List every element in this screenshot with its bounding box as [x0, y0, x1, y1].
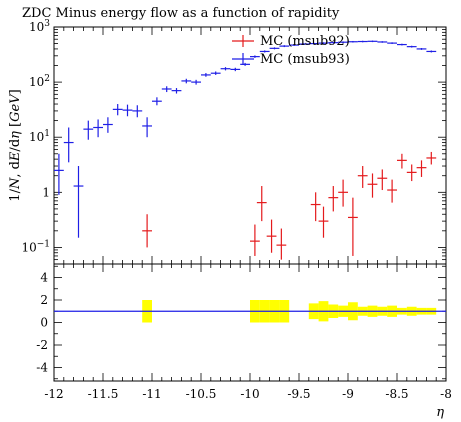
data-point [416, 160, 427, 177]
data-point [279, 45, 290, 48]
data-point [406, 45, 417, 48]
data-point [112, 104, 123, 116]
data-point [318, 42, 329, 44]
legend-label: MC (msub92) [260, 34, 350, 49]
data-point [63, 127, 74, 163]
data-point [93, 119, 103, 138]
data-point [171, 88, 182, 94]
x-tick-label: -8.5 [385, 387, 408, 401]
ratio-y-tick-label: -2 [36, 338, 48, 352]
data-point [142, 214, 152, 248]
data-point [161, 86, 172, 93]
legend-label: MC (msub93) [260, 52, 350, 67]
data-point [250, 55, 260, 58]
x-tick-label: -12 [44, 387, 63, 401]
data-point [416, 47, 427, 50]
x-tick-label: -9.5 [287, 387, 310, 401]
x-tick-label: -11 [142, 387, 161, 401]
data-point [266, 219, 277, 253]
legend: MC (msub92) MC (msub93) [232, 34, 350, 67]
data-point [310, 192, 321, 222]
data-point [377, 41, 388, 43]
data-point [397, 153, 407, 169]
data-point [367, 40, 378, 43]
data-point [338, 179, 348, 207]
ratio-y-tick-label: -4 [36, 361, 48, 375]
data-point [397, 43, 407, 46]
data-point [181, 78, 192, 84]
x-tick-label: -10.5 [186, 387, 217, 401]
data-point [256, 186, 267, 222]
data-point [318, 206, 329, 238]
data-point [328, 186, 339, 212]
data-point [357, 40, 368, 43]
x-axis-label: η [436, 405, 444, 420]
data-point [426, 50, 437, 53]
data-point [406, 164, 417, 182]
series-1 [142, 151, 437, 260]
data-point [289, 44, 299, 47]
y-tick-label: 102 [29, 74, 50, 89]
ratio-y-tick-label: 4 [40, 271, 48, 285]
x-tick-label: -8 [440, 387, 452, 401]
legend-entry: MC (msub92) [232, 34, 350, 49]
main-plot-frame [53, 26, 447, 265]
data-point [348, 40, 358, 43]
y-axis-label: 1/N, dE/dη [GeV] [8, 89, 23, 201]
series-2 [54, 40, 437, 238]
data-point [103, 117, 113, 133]
data-point [191, 79, 201, 85]
data-point [132, 105, 143, 118]
data-point [83, 120, 94, 140]
data-point [377, 169, 388, 191]
data-point [54, 153, 64, 195]
x-tick-label: -11.5 [88, 387, 119, 401]
data-point [328, 41, 339, 44]
data-point [142, 117, 152, 138]
data-point [308, 42, 319, 45]
data-point [348, 197, 358, 256]
x-tick-label: -9 [342, 387, 354, 401]
data-point [299, 43, 309, 45]
data-point [230, 67, 241, 72]
data-point [201, 73, 211, 77]
data-point [240, 62, 250, 66]
data-point [122, 104, 133, 117]
data-point [73, 166, 84, 238]
data-point [152, 97, 162, 106]
data-point [387, 179, 397, 203]
data-point [367, 173, 378, 198]
main-panel: 103 102 101 1 10−1 1/N, dE/dη [GeV] [8, 19, 447, 265]
y-tick-label: 103 [29, 19, 50, 34]
ratio-panel: 4 2 0 -2 -4 -12 -11.5 -11 -10.5 -10 -9.5 -9 -8.5 -8 η [36, 263, 452, 420]
data-point [269, 47, 280, 50]
data-point [426, 151, 437, 165]
data-point [259, 50, 270, 53]
data-point [357, 166, 368, 188]
y-tick-label: 1 [42, 185, 50, 199]
data-point [220, 67, 231, 71]
y-tick-label: 101 [29, 129, 50, 144]
chart-title: ZDC Minus energy flow as a function of r… [22, 6, 340, 21]
ratio-y-tick-label: 2 [40, 293, 48, 307]
data-point [250, 224, 260, 256]
x-tick-label: -10 [240, 387, 259, 401]
ratio-y-tick-label: 0 [40, 316, 48, 330]
data-point [338, 41, 348, 44]
data-point [210, 71, 221, 75]
y-tick-label: 10−1 [21, 239, 50, 254]
legend-entry: MC (msub93) [232, 52, 350, 67]
data-point [276, 228, 287, 260]
data-point [387, 42, 397, 44]
